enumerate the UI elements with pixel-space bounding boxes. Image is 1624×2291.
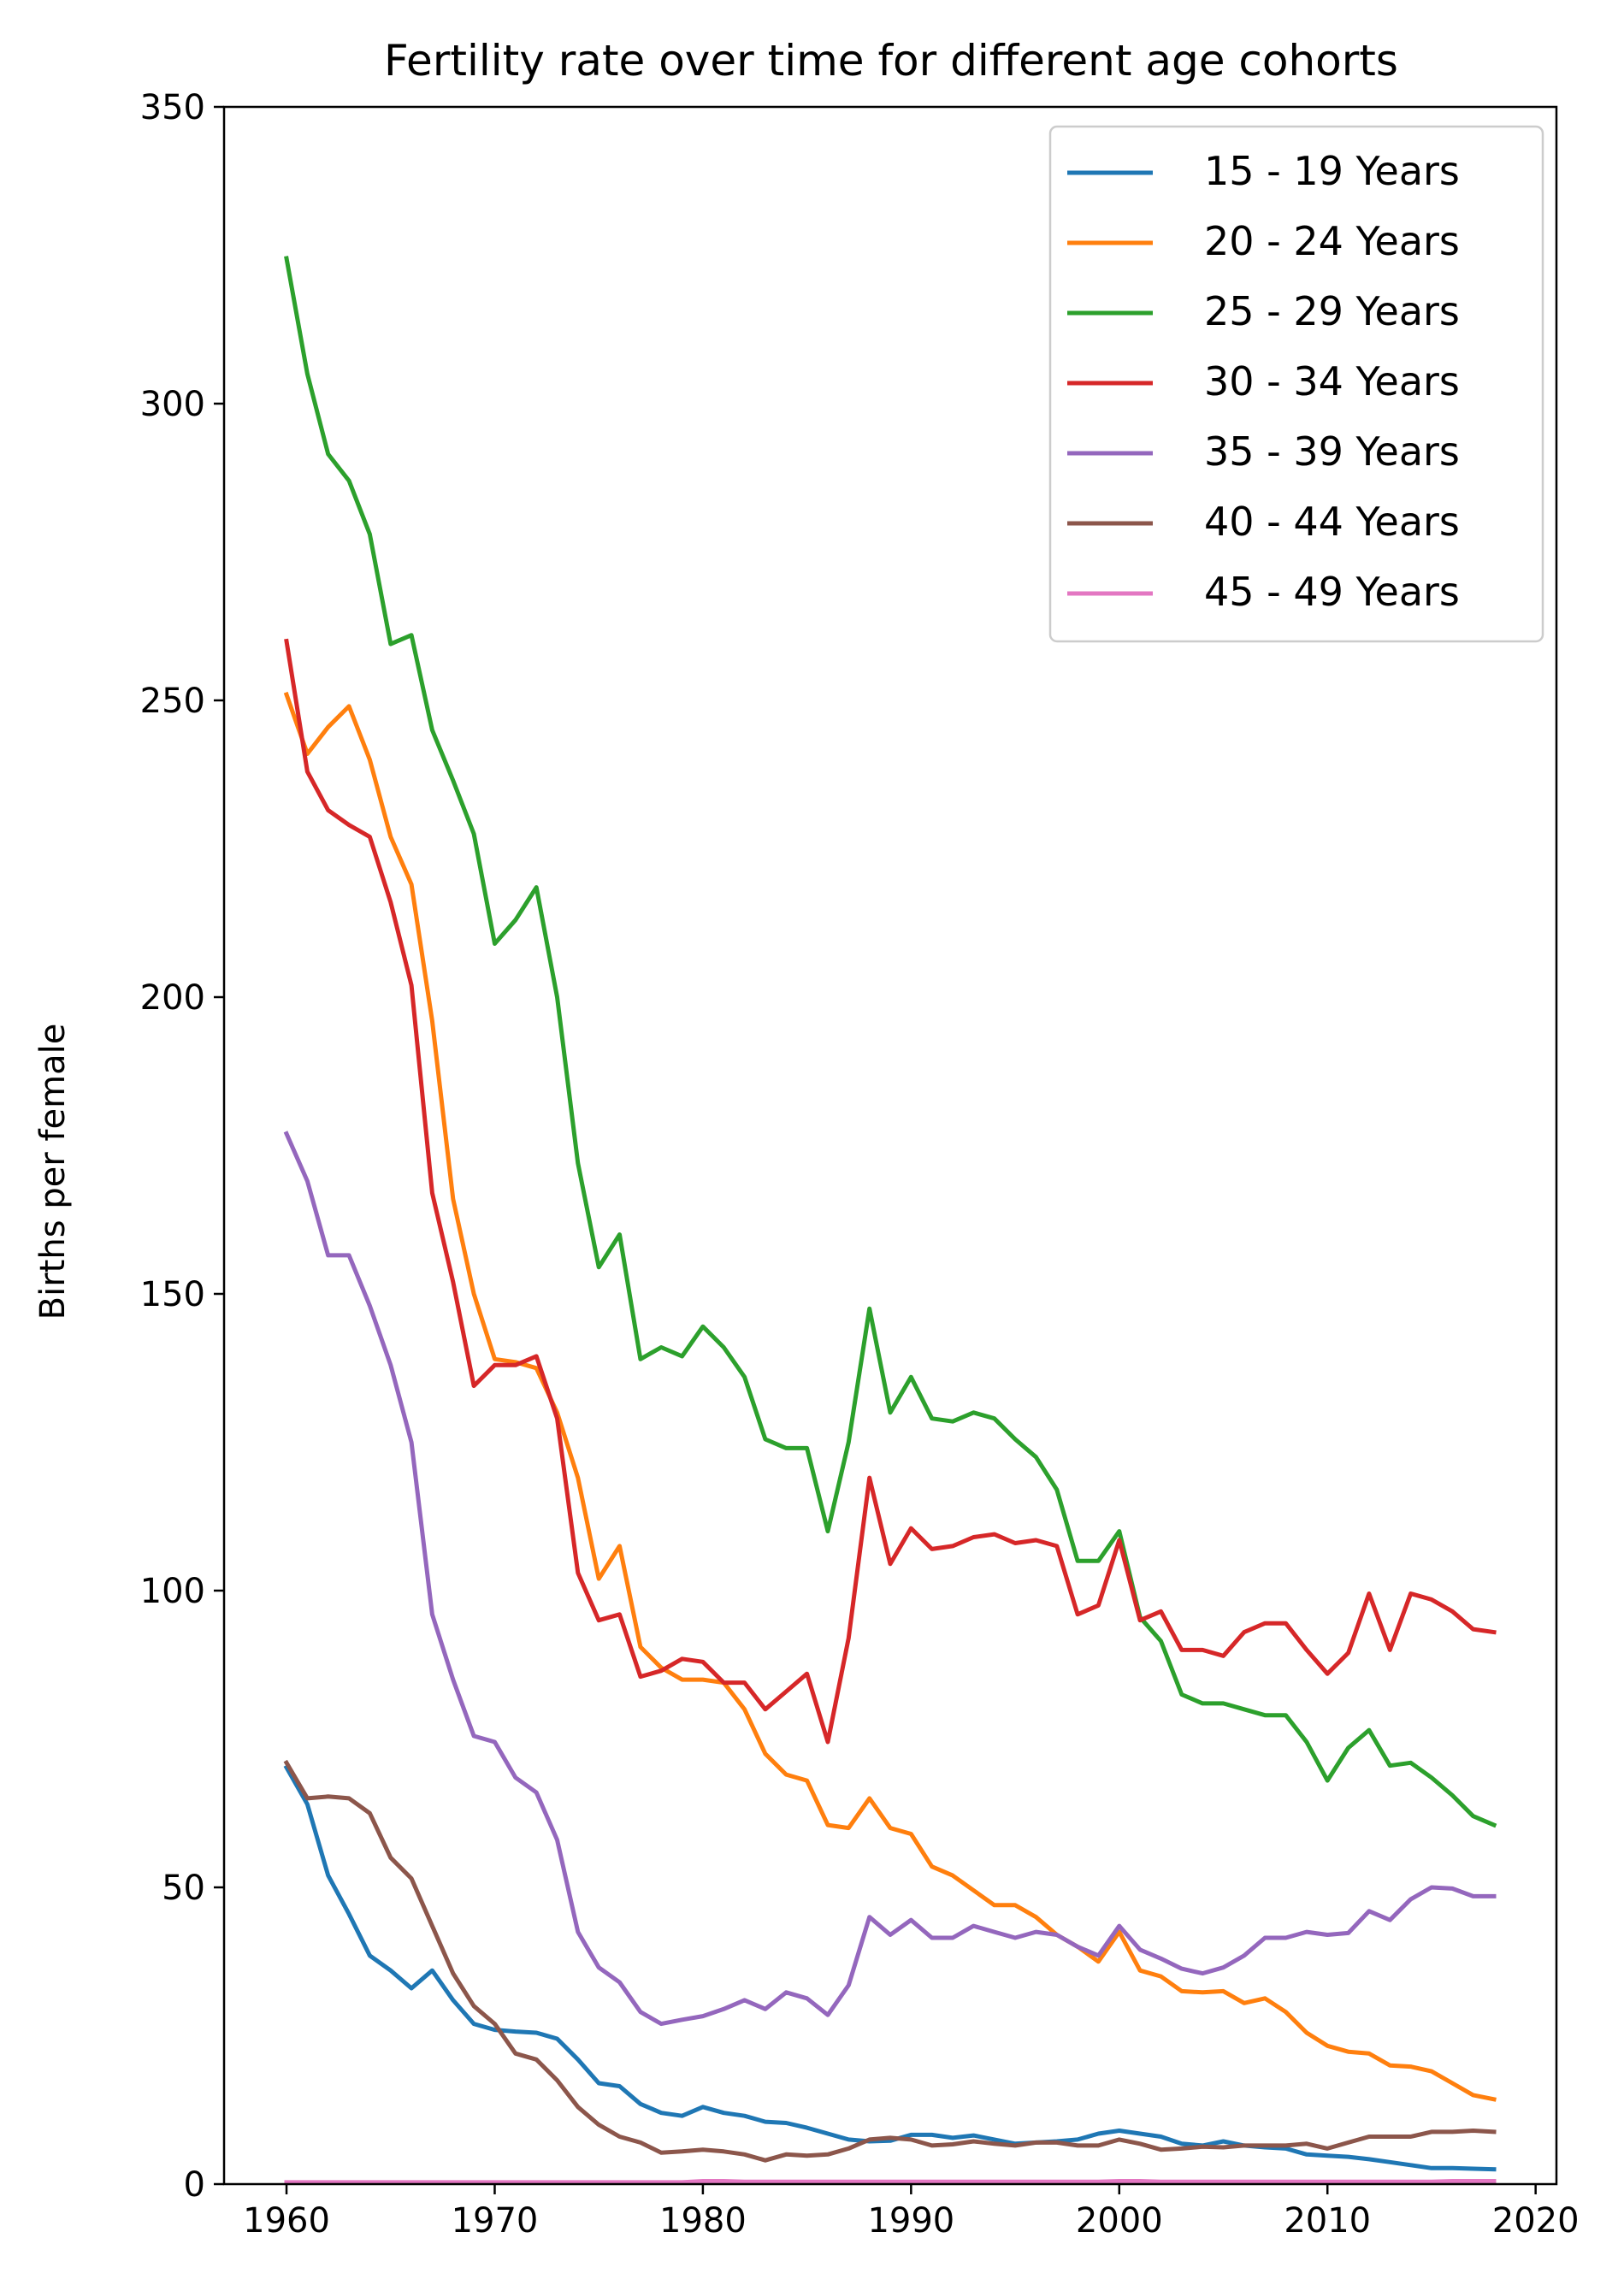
series-line-1 bbox=[283, 691, 1497, 2102]
legend[interactable]: 15 - 19 Years 20 - 24 Years 25 - 29 Years 3… bbox=[1048, 125, 1544, 643]
y-axis-label: Births per female bbox=[33, 1024, 73, 1320]
x-tick-label: 2000 bbox=[1076, 2201, 1163, 2241]
legend-label: 25 - 29 Years bbox=[1204, 288, 1460, 334]
series-line-0 bbox=[283, 1764, 1497, 2172]
x-tick-label: 1980 bbox=[659, 2201, 747, 2241]
y-tick-label: 150 bbox=[140, 1275, 205, 1314]
legend-label: 40 - 44 Years bbox=[1204, 499, 1460, 545]
series-line-5 bbox=[283, 1759, 1497, 2163]
series-line-3 bbox=[284, 638, 1497, 1745]
y-tick-label: 100 bbox=[140, 1572, 205, 1611]
legend-label: 35 - 39 Years bbox=[1204, 428, 1460, 475]
legend-label: 45 - 49 Years bbox=[1204, 569, 1460, 615]
chart-title: Fertility rate over time for different a… bbox=[384, 36, 1398, 86]
y-tick-label: 250 bbox=[140, 682, 205, 721]
axes: 1960 1970 1980 1990 2000 2010 2020 0 50 100 150 200… bbox=[140, 88, 1580, 2241]
y-tick-label: 0 bbox=[184, 2165, 205, 2205]
y-tick-label: 300 bbox=[140, 385, 205, 424]
legend-label: 20 - 24 Years bbox=[1204, 218, 1460, 264]
x-tick-label: 2020 bbox=[1492, 2201, 1580, 2241]
y-tick-label: 350 bbox=[140, 88, 205, 127]
y-tick-label: 50 bbox=[162, 1869, 205, 1908]
legend-frame bbox=[1048, 125, 1544, 643]
series-line-2 bbox=[284, 256, 1497, 1828]
x-tick-label: 1990 bbox=[867, 2201, 954, 2241]
x-tick-label: 1970 bbox=[452, 2201, 539, 2241]
series-lines bbox=[283, 256, 1497, 2185]
x-tick-label: 1960 bbox=[243, 2201, 330, 2241]
y-tick-label: 200 bbox=[140, 978, 205, 1018]
series-line-4 bbox=[283, 1131, 1497, 2027]
x-tick-label: 2010 bbox=[1284, 2201, 1371, 2241]
plot-frame bbox=[222, 105, 1558, 2186]
legend-label: 15 - 19 Years bbox=[1204, 148, 1460, 194]
legend-label: 30 - 34 Years bbox=[1204, 358, 1460, 404]
